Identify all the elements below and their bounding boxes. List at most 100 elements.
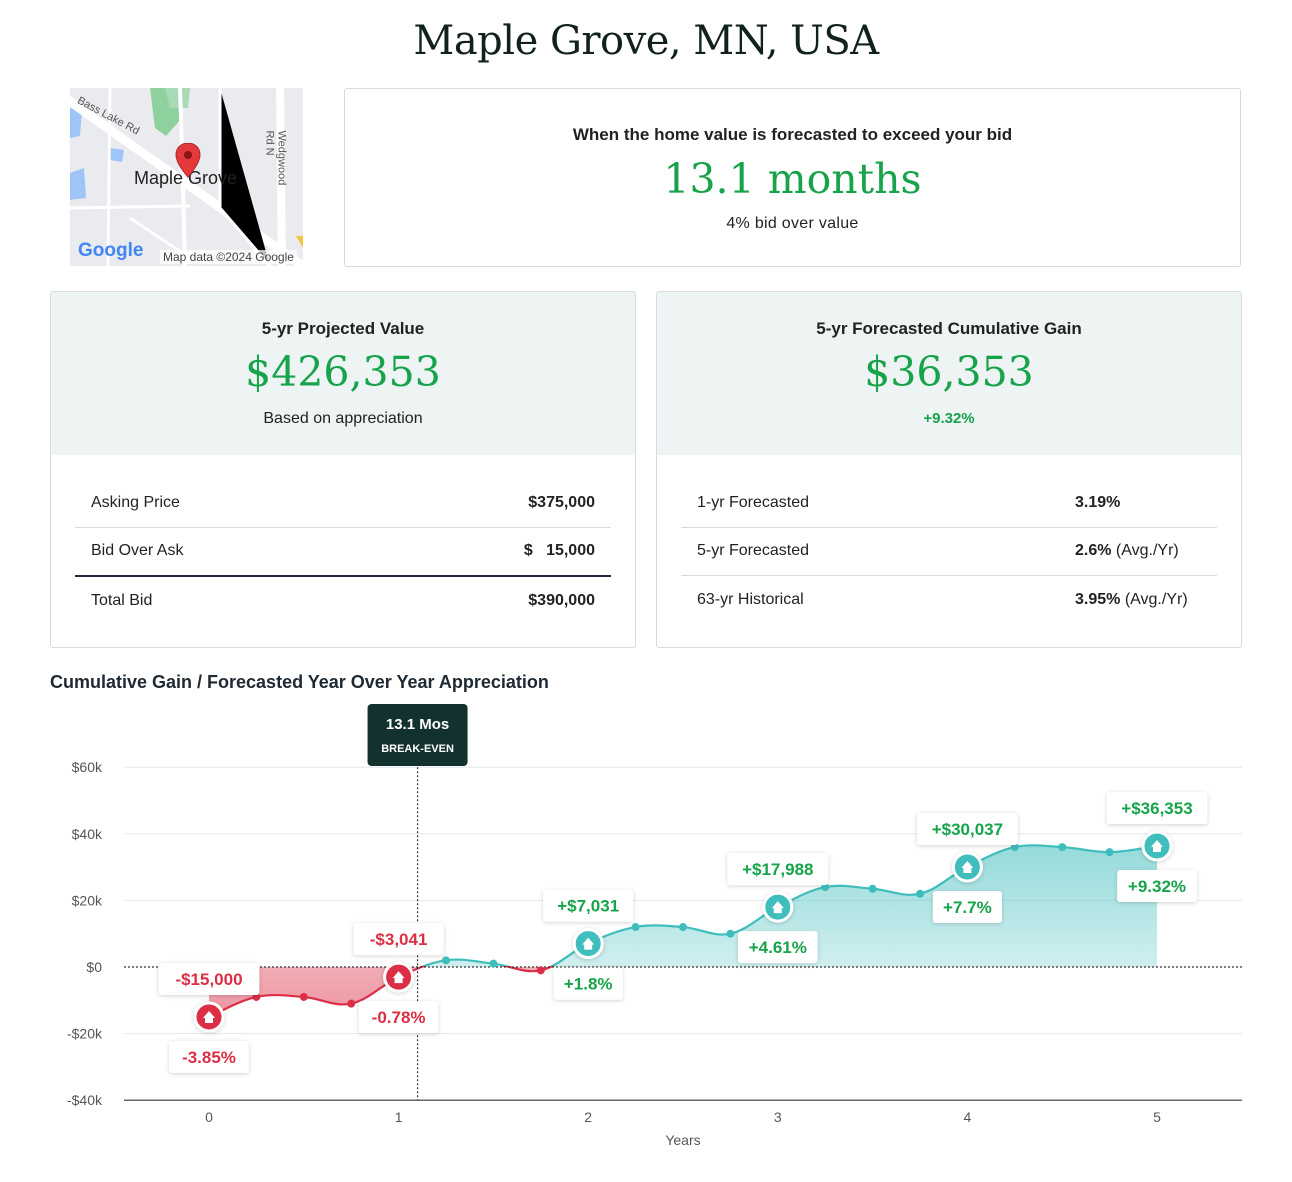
location-map[interactable]: Bass Lake Rd Wedgwood Rd N Maple Grove G… xyxy=(70,88,303,266)
data-point xyxy=(1058,843,1067,852)
data-point xyxy=(1105,848,1114,857)
gain-area-positive xyxy=(209,845,1157,967)
row-label: 5-yr Forecasted xyxy=(697,542,810,559)
forecast-label: When the home value is forecasted to exc… xyxy=(572,125,1013,144)
data-point xyxy=(679,923,687,932)
percent-annotation: +7.7% xyxy=(943,898,992,917)
x-axis-label: Years xyxy=(665,1132,700,1148)
break-even-forecast-card: When the home value is forecasted to exc… xyxy=(344,88,1241,267)
percent-annotation-bg xyxy=(169,1040,249,1073)
percent-annotation: +4.61% xyxy=(749,938,807,957)
road-label-wedgwood: Wedgwood Rd N xyxy=(263,130,288,186)
gain-annotation-bg xyxy=(1106,791,1208,824)
projected-value-card: 5-yr Projected Value $426,353 Based on a… xyxy=(50,291,636,648)
projected-value-amount: $426,353 xyxy=(245,348,441,396)
gain-annotation-bg xyxy=(158,962,260,995)
asking-price-row: Asking Price $375,000 xyxy=(75,479,611,528)
one-yr-forecast-row: 1-yr Forecasted 3.19% xyxy=(681,479,1217,528)
y-tick-label: -$40k xyxy=(67,1092,103,1108)
percent-annotation-bg xyxy=(1117,869,1197,902)
cumulative-gain-title: 5-yr Forecasted Cumulative Gain xyxy=(816,319,1082,338)
gain-annotation: +$17,988 xyxy=(742,860,813,879)
percent-annotation: -3.85% xyxy=(182,1048,236,1067)
x-tick-label: 1 xyxy=(395,1109,403,1125)
data-point xyxy=(726,929,735,938)
data-point xyxy=(489,959,498,968)
gain-annotation-bg xyxy=(727,853,829,886)
projected-value-header: 5-yr Projected Value $426,353 Based on a… xyxy=(51,292,635,455)
forecast-value: 13.1 months xyxy=(663,155,922,203)
house-icon xyxy=(961,860,974,873)
percent-annotation: -0.78% xyxy=(372,1008,426,1027)
percent-annotation-bg xyxy=(932,890,1002,923)
x-tick-label: 5 xyxy=(1153,1109,1161,1125)
y-tick-label: $60k xyxy=(72,759,103,775)
five-yr-forecast-row: 5-yr Forecasted 2.6% (Avg./Yr) xyxy=(681,527,1217,576)
row-label: Asking Price xyxy=(91,494,180,511)
data-point xyxy=(1010,843,1019,852)
bid-over-ask-row: Bid Over Ask $ 15,000 xyxy=(75,527,611,577)
gain-annotation: +$36,353 xyxy=(1121,799,1192,818)
house-icon xyxy=(203,1010,215,1023)
data-point xyxy=(868,884,877,893)
x-tick-label: 4 xyxy=(964,1109,972,1125)
projected-value-title: 5-yr Projected Value xyxy=(261,319,425,338)
row-label: 1-yr Forecasted xyxy=(697,494,810,511)
cumulative-gain-header: 5-yr Forecasted Cumulative Gain $36,353 … xyxy=(657,292,1241,455)
break-even-badge xyxy=(367,704,468,766)
gain-area-negative xyxy=(209,967,1157,1017)
row-value: 3.19% xyxy=(1075,494,1121,511)
percent-annotation: +1.8% xyxy=(564,975,613,994)
x-tick-label: 3 xyxy=(774,1109,782,1125)
gain-annotation: -$3,041 xyxy=(370,930,428,949)
house-icon xyxy=(1151,839,1163,852)
percent-annotation: +9.32% xyxy=(1128,877,1186,896)
historical-row: 63-yr Historical 3.95% (Avg./Yr) xyxy=(681,576,1217,624)
page-title: Maple Grove, MN, USA xyxy=(413,18,879,64)
row-value: 2.6% (Avg./Yr) xyxy=(1075,542,1179,559)
row-label: 63-yr Historical xyxy=(697,591,804,608)
percent-annotation-bg xyxy=(358,1001,439,1034)
data-point xyxy=(299,992,308,1001)
y-tick-label: $0 xyxy=(86,959,102,975)
row-label: Bid Over Ask xyxy=(91,542,184,559)
row-value: $375,000 xyxy=(528,494,595,511)
percent-annotation-bg xyxy=(738,931,818,964)
y-tick-label: $40k xyxy=(72,826,103,842)
row-value: 3.95% (Avg./Yr) xyxy=(1075,591,1188,608)
total-bid-row: Total Bid $390,000 xyxy=(75,577,611,625)
data-point xyxy=(631,923,640,932)
gain-chart[interactable]: $60k $40k $20k $0 -$20k -$40k 0 1 2 3 4 5 Years 13.1 … xyxy=(0,695,1292,1165)
y-tick-label: $20k xyxy=(72,892,103,908)
map-credit: Map data ©2024 Google xyxy=(160,250,297,264)
forecast-subtext: 4% bid over value xyxy=(726,215,859,232)
gain-line-negative xyxy=(208,966,555,1018)
house-icon xyxy=(771,901,784,914)
percent-annotation-bg xyxy=(553,967,623,1000)
x-tick-label: 2 xyxy=(584,1109,592,1125)
data-point xyxy=(442,956,450,965)
house-icon xyxy=(582,937,595,950)
data-point xyxy=(536,966,545,975)
map-graphic xyxy=(70,88,303,266)
cumulative-gain-percent: +9.32% xyxy=(923,410,975,427)
google-logo: Google xyxy=(78,240,144,261)
data-point xyxy=(347,999,356,1008)
data-point xyxy=(252,992,261,1001)
x-tick-label: 0 xyxy=(205,1109,213,1125)
row-value: $ 15,000 xyxy=(523,542,595,559)
chart-title: Cumulative Gain / Forecasted Year Over Y… xyxy=(50,672,549,692)
y-tick-label: -$20k xyxy=(67,1026,103,1042)
cumulative-gain-card: 5-yr Forecasted Cumulative Gain $36,353 … xyxy=(656,291,1242,648)
cumulative-gain-amount: $36,353 xyxy=(864,348,1034,396)
gain-annotation-bg xyxy=(353,923,444,956)
gain-annotation-bg xyxy=(917,812,1018,845)
row-value: $390,000 xyxy=(528,592,595,609)
row-label: Total Bid xyxy=(91,592,153,609)
gain-annotation: +$30,037 xyxy=(932,820,1003,839)
map-place-label: Maple Grove xyxy=(134,168,238,188)
gain-annotation: +$7,031 xyxy=(557,897,619,916)
break-even-label: 13.1 Mos xyxy=(386,716,449,733)
gain-annotation: -$15,000 xyxy=(175,970,242,989)
break-even-sublabel: BREAK-EVEN xyxy=(381,743,454,755)
